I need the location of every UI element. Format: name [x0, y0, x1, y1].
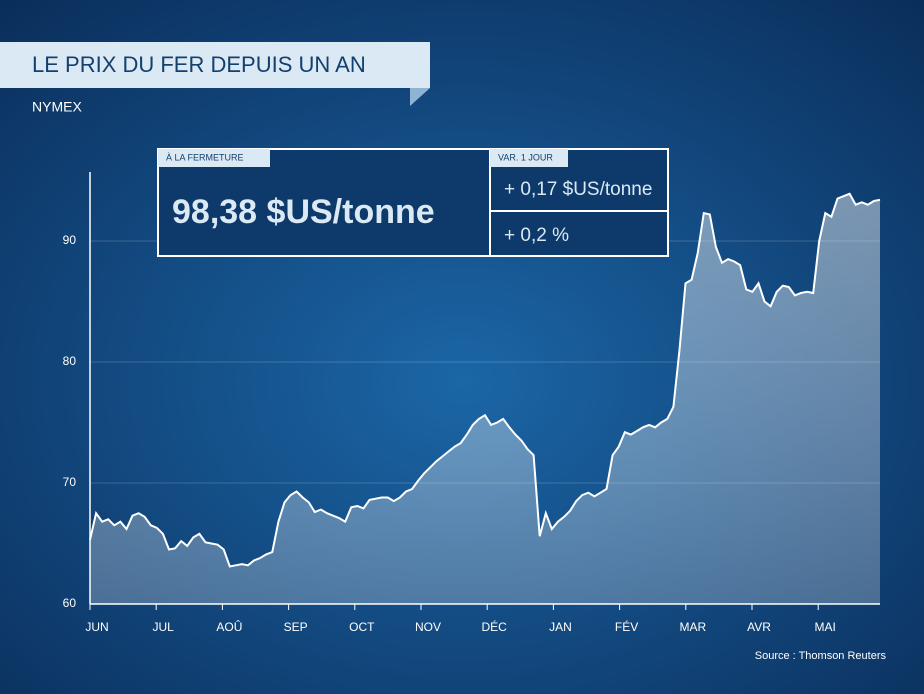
x-tick-label: JUL	[153, 620, 175, 634]
y-tick-label: 70	[63, 475, 77, 489]
line	[89, 192, 881, 568]
subtitle: NYMEX	[32, 99, 82, 115]
x-tick-label: SEP	[284, 620, 308, 634]
label-tab	[490, 149, 568, 167]
x-tick-label: JUN	[85, 620, 108, 634]
x-tick-label: FÉV	[615, 619, 638, 634]
y-tick-label: 80	[63, 354, 77, 368]
info-label: VAR. 1 JOUR	[498, 152, 553, 162]
change-pct: + 0,2 %	[504, 225, 569, 246]
x-tick-label: AVR	[747, 620, 771, 634]
area	[90, 193, 880, 605]
x-tick-label: NOV	[415, 620, 441, 634]
x-tick-label: OCT	[349, 620, 375, 634]
info-box: À LA FERMETURE VAR. 1 JOUR 98,38 $US/ton…	[157, 148, 669, 257]
x-tick-label: DÉC	[482, 619, 508, 634]
x-tick-label: MAR	[679, 620, 706, 634]
x-tick-label: JAN	[549, 620, 572, 634]
plot: 60 70 80 90 JUN JUL AOÛ SEP OCT NOV DÉC JAN FÉV MAR AV…	[63, 172, 881, 634]
title-banner	[0, 42, 430, 88]
y-tick-label: 90	[63, 233, 77, 247]
close-value: 98,38 $US/tonne	[172, 193, 435, 231]
info-label: À LA FERMETURE	[166, 152, 244, 162]
change-abs: + 0,17 $US/tonne	[504, 179, 652, 200]
banner-fold	[410, 88, 430, 106]
chart-title: LE PRIX DU FER DEPUIS UN AN	[32, 52, 366, 77]
x-tick-label: AOÛ	[216, 619, 242, 634]
x-tick-label: MAI	[815, 620, 836, 634]
label-tab	[158, 149, 270, 167]
y-tick-label: 60	[63, 596, 77, 610]
source: Source : Thomson Reuters	[755, 650, 887, 662]
